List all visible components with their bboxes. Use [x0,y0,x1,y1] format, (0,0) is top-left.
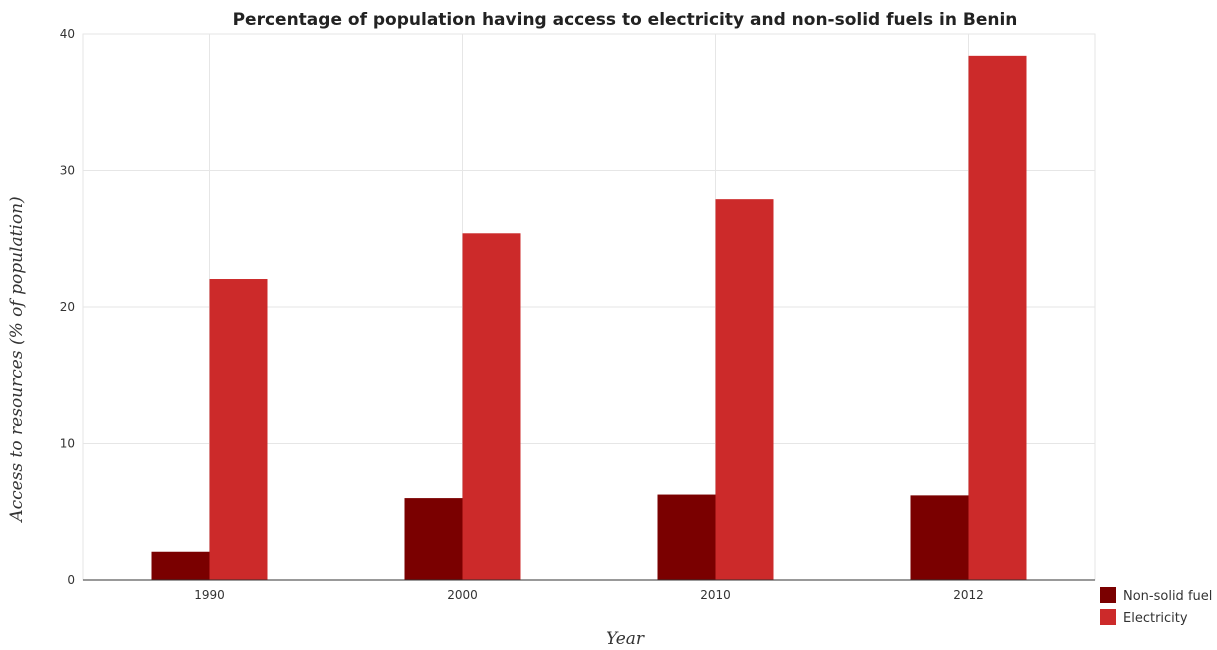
y-tick-label: 10 [60,437,75,451]
x-tick-label: 1990 [194,588,225,602]
y-tick-label: 0 [67,573,75,587]
x-tick-label: 2010 [700,588,731,602]
legend-label: Electricity [1123,611,1188,626]
axes: 0 10 20 30 40 1990 2000 2010 2012 [60,27,1095,602]
legend-swatch [1100,587,1116,603]
bars [151,55,1027,581]
legend-label: Non-solid fuel [1123,589,1212,604]
x-tick-label: 2000 [447,588,478,602]
x-tick-label: 2012 [953,588,984,602]
bar-non-solid-fuel-2010 [657,494,716,580]
x-axis-title: Year [606,629,645,649]
bar-electricity-2012 [968,55,1027,580]
bar-electricity-2010 [715,199,774,581]
bar-non-solid-fuel-1990 [151,551,210,580]
bar-non-solid-fuel-2000 [404,498,463,580]
legend-swatch [1100,609,1116,625]
bar-non-solid-fuel-2012 [910,495,969,580]
y-tick-label: 20 [60,300,75,314]
bar-electricity-2000 [462,233,521,581]
y-tick-label: 40 [60,27,75,41]
legend: Non-solid fuel Electricity [1100,587,1212,626]
y-tick-label: 30 [60,164,75,178]
y-axis-title: Access to resources (% of population) [7,196,27,523]
bar-electricity-1990 [209,279,268,580]
chart-title: Percentage of population having access t… [233,10,1018,30]
